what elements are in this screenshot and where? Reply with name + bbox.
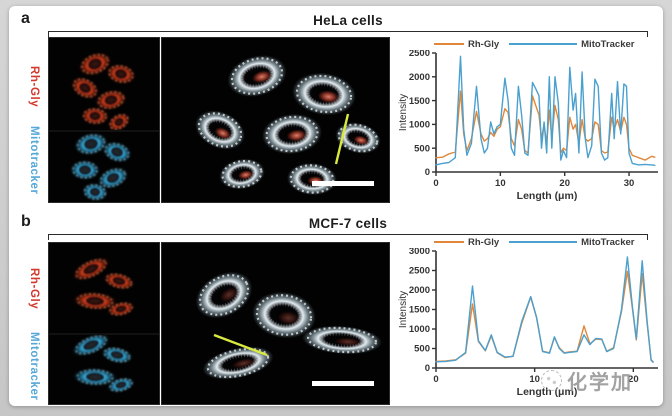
y-axis-label: Intensity bbox=[398, 94, 409, 131]
x-tick-label: 0 bbox=[433, 374, 438, 385]
x-tick-label: 30 bbox=[624, 178, 635, 189]
panel-b-row-label-mitotracker: Mitotracker bbox=[28, 331, 40, 401]
panel-letter-a: a bbox=[21, 10, 30, 27]
chart-b-legend: Rh-Gly MitoTracker bbox=[434, 236, 660, 248]
legend-line-rh-gly bbox=[434, 43, 464, 45]
panel-b-merged-image bbox=[161, 242, 390, 405]
x-tick-label: 20 bbox=[559, 178, 570, 189]
panel-b-title: MCF-7 cells bbox=[308, 216, 388, 231]
series-line-mitotracker bbox=[435, 256, 654, 363]
panel-b-intensity-chart: Rh-Gly MitoTracker 0 500 1000 1500 2000 2500 3… bbox=[396, 236, 666, 402]
panel-a-row-label-rh-gly: Rh-Gly bbox=[28, 66, 40, 108]
y-tick-label: 3000 bbox=[409, 248, 430, 257]
huaxuejia-logo-icon bbox=[541, 370, 562, 391]
y-tick-label: 2000 bbox=[409, 285, 430, 296]
thumbnail-divider bbox=[49, 130, 159, 132]
rh-gly-cells bbox=[72, 257, 135, 317]
panel-b-title-bracket bbox=[48, 234, 648, 240]
legend-line-mitotracker bbox=[509, 241, 578, 243]
y-tick-label: 2000 bbox=[409, 72, 430, 83]
merged-cells bbox=[195, 55, 381, 196]
y-tick-label: 2500 bbox=[409, 266, 430, 277]
rh-gly-and-mitotracker-thumbnails bbox=[72, 257, 135, 393]
legend-label-rh-gly: Rh-Gly bbox=[468, 236, 500, 248]
y-axis-label: Intensity bbox=[398, 291, 409, 328]
panel-b-channel-thumbnails bbox=[48, 242, 160, 405]
y-tick-label: 2500 bbox=[409, 50, 430, 59]
axes bbox=[435, 251, 658, 369]
y-tick-label: 1000 bbox=[409, 120, 430, 131]
line-scan-marker bbox=[213, 333, 268, 357]
panel-letter-b: b bbox=[21, 213, 31, 230]
rh-gly-cells bbox=[70, 52, 136, 132]
x-tick-label: 20 bbox=[628, 374, 639, 385]
legend-label-mitotracker: MitoTracker bbox=[581, 236, 635, 248]
rh-gly-and-mitotracker-thumbnails bbox=[70, 52, 136, 202]
y-tick-label: 500 bbox=[414, 344, 430, 355]
panel-b-row-label-rh-gly: Rh-Gly bbox=[28, 268, 40, 310]
scale-bar bbox=[312, 381, 374, 386]
y-tick-label: 0 bbox=[425, 363, 430, 374]
line-scan-marker bbox=[334, 113, 350, 165]
y-tick-label: 0 bbox=[425, 167, 430, 178]
mitotracker-cells bbox=[70, 132, 132, 202]
x-tick-label: 10 bbox=[529, 374, 540, 385]
thumbnail-divider bbox=[49, 333, 159, 335]
chart-a-legend: Rh-Gly MitoTracker bbox=[434, 38, 660, 50]
panel-a-channel-thumbnails bbox=[48, 37, 160, 203]
y-tick-label: 1000 bbox=[409, 324, 430, 335]
hela-merged-fluorescence-image bbox=[195, 55, 381, 196]
watermark: 化学加 bbox=[541, 366, 633, 395]
panel-a-title: HeLa cells bbox=[313, 13, 383, 28]
x-tick-label: 10 bbox=[495, 178, 506, 189]
panel-a-merged-image bbox=[161, 37, 390, 203]
x-axis-label: Length (μm) bbox=[517, 190, 578, 202]
panel-a-intensity-chart: Rh-Gly MitoTracker 0 500 1000 1500 2000 2500 0… bbox=[396, 38, 666, 204]
watermark-text: 化学加 bbox=[567, 372, 633, 394]
panel-a-row-label-mitotracker: Mitotracker bbox=[28, 125, 40, 195]
x-axis-label: Length (μm) bbox=[517, 386, 578, 398]
intensity-vs-length-plot-a: 0 500 1000 1500 2000 2500 0 10 20 30 Intensity Leng… bbox=[398, 50, 658, 202]
scale-bar bbox=[312, 181, 374, 186]
mitotracker-cells bbox=[72, 333, 135, 393]
y-tick-label: 500 bbox=[414, 143, 430, 154]
legend-line-rh-gly bbox=[434, 241, 464, 243]
mcf7-merged-fluorescence-image bbox=[195, 271, 382, 386]
merged-cells bbox=[195, 271, 382, 380]
legend-line-mitotracker bbox=[509, 43, 578, 45]
panel-a-title-bracket bbox=[48, 31, 648, 37]
y-tick-label: 1500 bbox=[409, 305, 430, 316]
legend-label-mitotracker: MitoTracker bbox=[581, 38, 635, 50]
intensity-vs-length-plot-b: 0 500 1000 1500 2000 2500 3000 0 10 20 Intensity Le… bbox=[398, 248, 658, 398]
legend-label-rh-gly: Rh-Gly bbox=[468, 38, 500, 50]
axes bbox=[435, 53, 658, 173]
x-tick-label: 0 bbox=[433, 178, 438, 189]
series-line-mitotracker bbox=[435, 55, 656, 167]
y-tick-label: 1500 bbox=[409, 96, 430, 107]
